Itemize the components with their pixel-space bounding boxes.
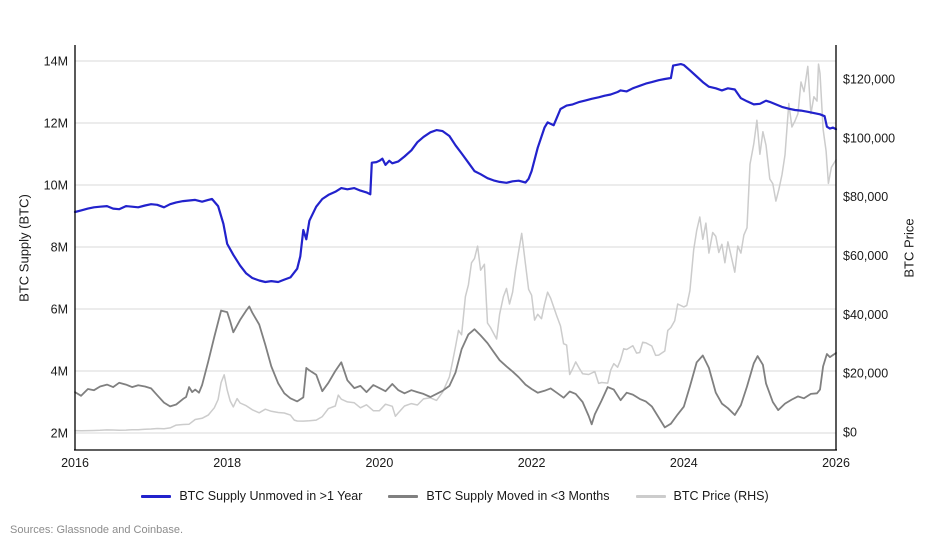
y-axis-right-tick-label: $40,000 [843, 308, 888, 322]
legend-swatch-blue-line [141, 494, 172, 498]
y-axis-left-tick-label: 2M [51, 427, 68, 441]
y-axis-left-tick-label: 12M [44, 116, 68, 130]
legend-swatch-lightgray-line [635, 494, 666, 498]
legend-item-unmoved-supply: BTC Supply Unmoved in >1 Year [141, 489, 362, 503]
legend-item-moved-supply: BTC Supply Moved in <3 Months [388, 489, 610, 503]
series-line-0 [73, 62, 838, 284]
legend: BTC Supply Unmoved in >1 Year BTC Supply… [0, 489, 910, 503]
series-line-2 [74, 63, 837, 432]
legend-label: BTC Supply Moved in <3 Months [426, 489, 610, 503]
legend-swatch-gray-line [388, 494, 419, 498]
y-axis-right-tick-label: $20,000 [843, 367, 888, 381]
y-axis-left-tick-label: 14M [44, 54, 68, 68]
y-axis-right-tick-label: $0 [843, 425, 857, 439]
legend-label: BTC Supply Unmoved in >1 Year [179, 489, 363, 503]
x-axis-tick-label: 2016 [61, 456, 89, 470]
x-axis-tick-label: 2026 [822, 456, 850, 470]
y-axis-right-tick-label: $120,000 [843, 73, 895, 87]
y-axis-right-tick-label: $100,000 [843, 131, 895, 145]
plot-area: 2M 4M 6M 8M 10M 12M 14M $0 $20,000 $40,000 $60,000… [44, 45, 895, 470]
y-axis-left-tick-label: 10M [44, 179, 68, 193]
x-axis-tick-label: 2020 [365, 456, 393, 470]
y-axis-left-tick-label: 8M [51, 241, 68, 255]
x-axis-tick-label: 2022 [518, 456, 546, 470]
y-axis-right-tick-label: $80,000 [843, 190, 888, 204]
legend-item-btc-price: BTC Price (RHS) [635, 489, 769, 503]
source-note: Sources: Glassnode and Coinbase. [10, 524, 184, 536]
legend-label: BTC Price (RHS) [673, 489, 769, 503]
x-axis-tick-label: 2024 [670, 456, 698, 470]
y-axis-left-tick-label: 4M [51, 365, 68, 379]
y-axis-right-tick-label: $60,000 [843, 249, 888, 263]
x-axis-tick-label: 2018 [213, 456, 241, 470]
y-axis-left-tick-label: 6M [51, 303, 68, 317]
series-line-1 [74, 305, 837, 429]
